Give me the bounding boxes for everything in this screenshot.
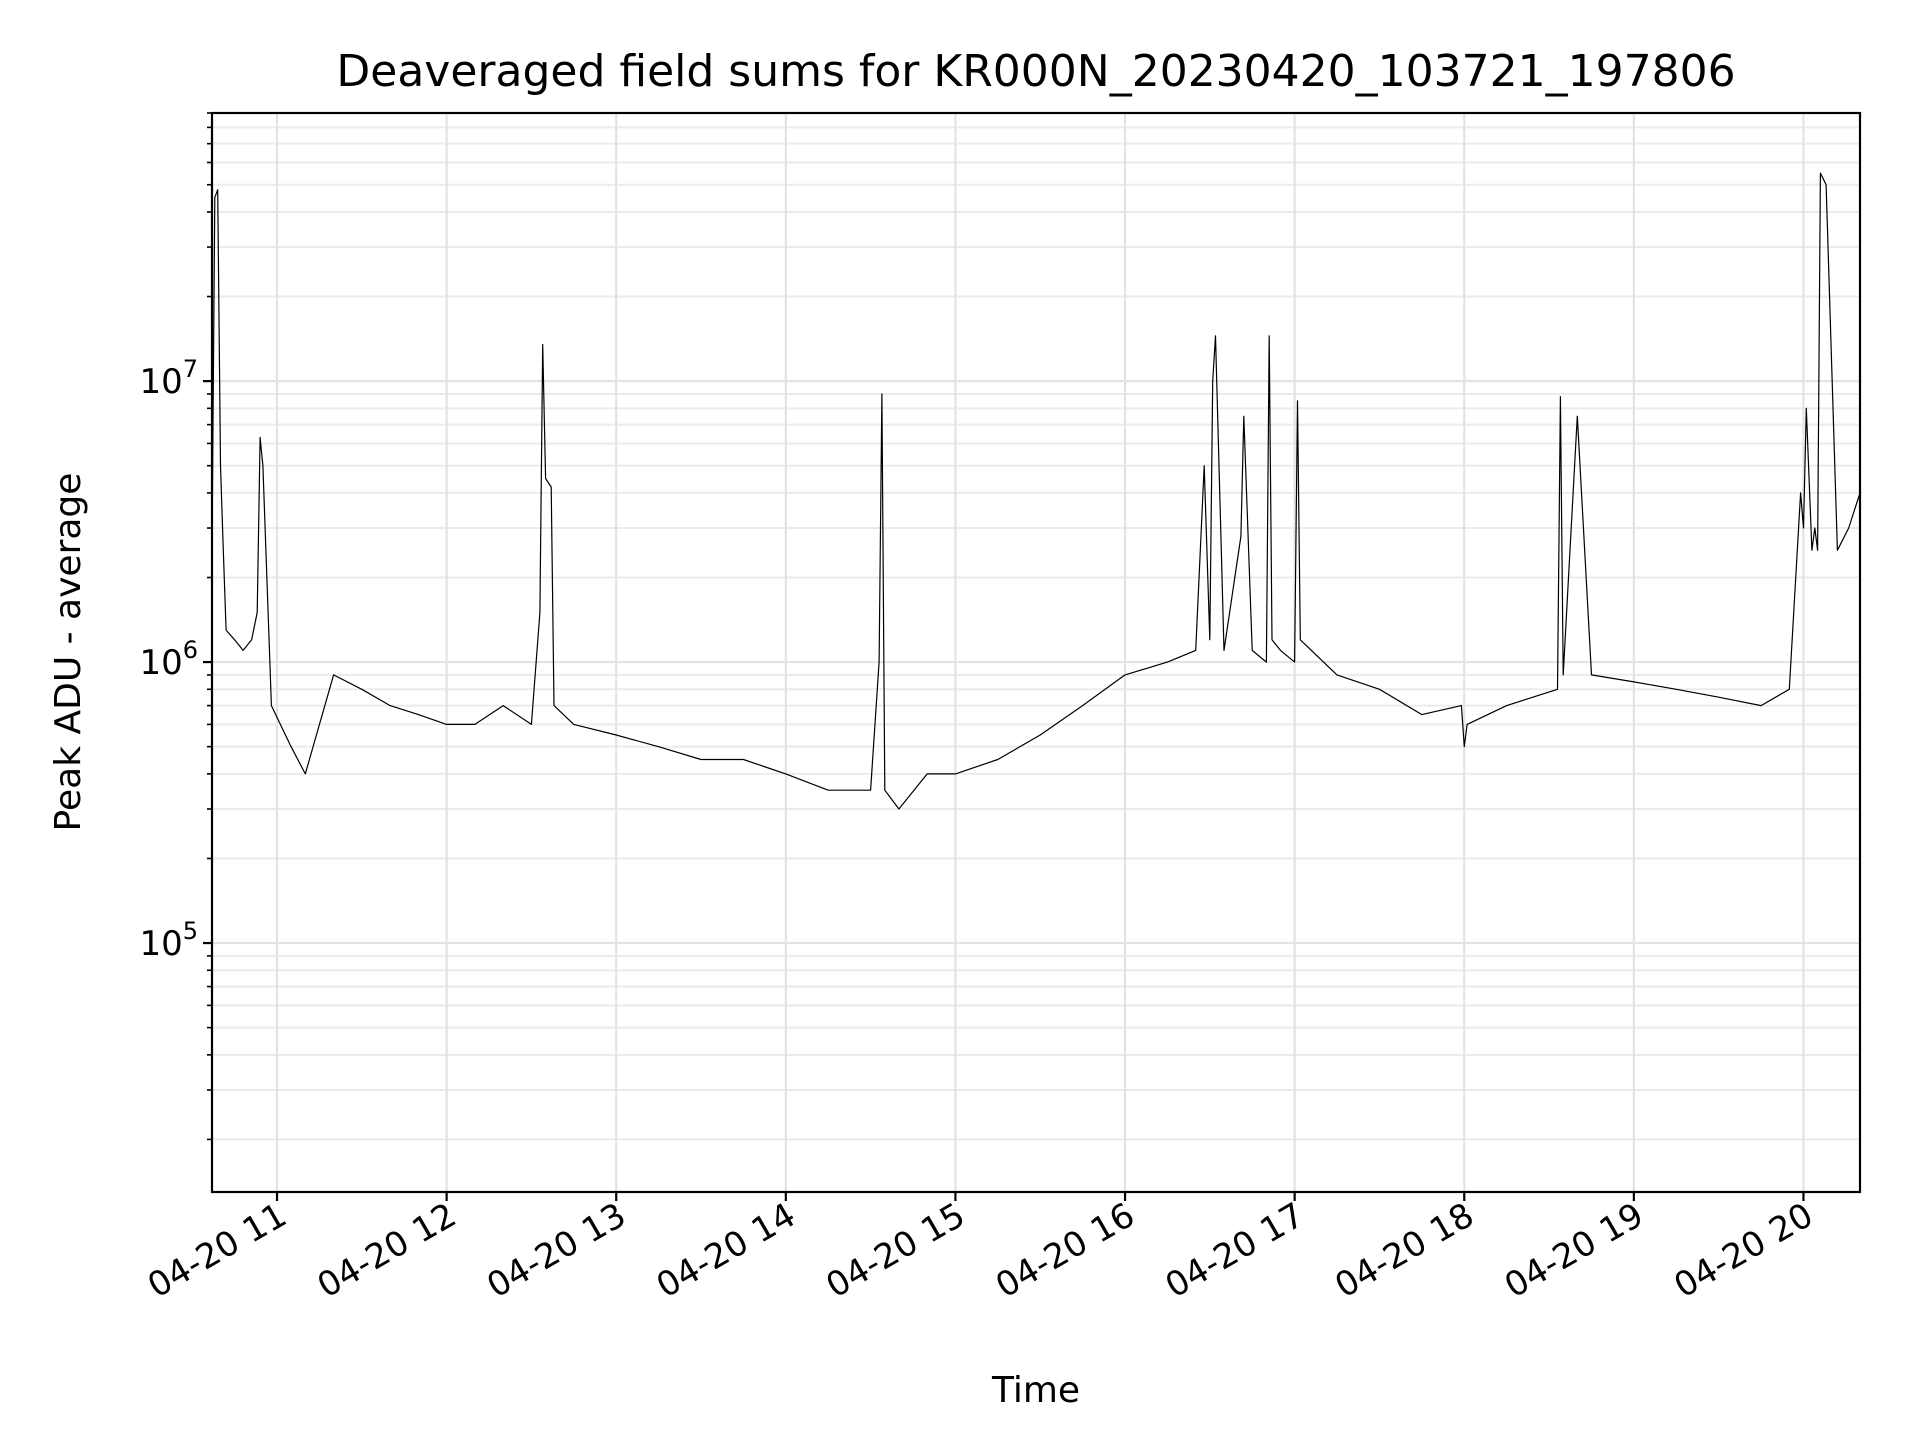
series-line (211, 172, 1861, 810)
y-tick-base: 10 (139, 924, 182, 964)
y-tick-base: 10 (139, 643, 182, 683)
y-tick-label: 106 (139, 636, 198, 683)
x-axis-label: Time (991, 1370, 1080, 1411)
y-tick-exponent: 5 (183, 917, 198, 945)
y-tick-label: 107 (139, 355, 198, 402)
y-tick-exponent: 7 (183, 355, 198, 383)
y-tick-label: 105 (139, 917, 198, 964)
axes-frame (210, 111, 1862, 1194)
grid (212, 112, 1860, 1192)
chart-title: Deaveraged field sums for KR000N_2023042… (336, 46, 1735, 97)
series-layer (211, 172, 1861, 810)
y-axis-label: Peak ADU - average (48, 473, 89, 832)
y-tick-exponent: 6 (183, 636, 198, 664)
y-tick-base: 10 (139, 362, 182, 402)
